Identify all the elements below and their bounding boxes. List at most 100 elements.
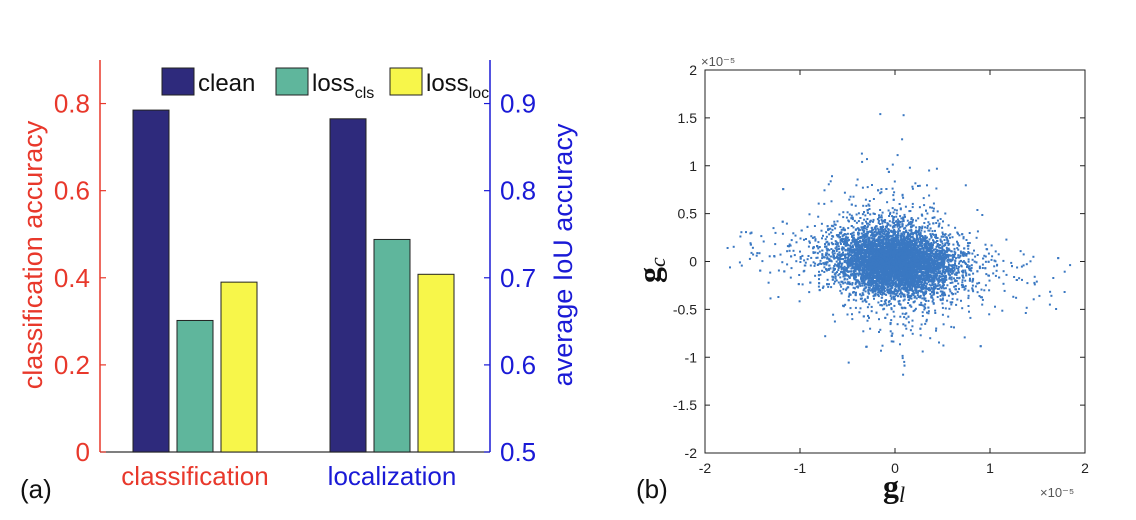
scatter-point (889, 272, 892, 275)
scatter-point (923, 222, 926, 224)
scatter-point (925, 251, 928, 253)
scatter-point (893, 180, 896, 183)
scatter-point (903, 306, 906, 309)
scatter-point (954, 259, 957, 262)
scatter-point (834, 263, 837, 266)
scatter-point (937, 269, 940, 271)
scatter-point (936, 288, 939, 290)
scatter-point (762, 240, 765, 243)
scatter-point (903, 281, 906, 284)
scatter-point (906, 219, 909, 222)
scatter-point (902, 114, 905, 117)
scatter-point (840, 264, 843, 266)
scatter-point (903, 231, 906, 234)
scatter-point (924, 268, 927, 270)
scatter-point (911, 288, 914, 291)
scatter-point (839, 283, 842, 286)
scatter-point (852, 298, 855, 301)
scatter-point (981, 296, 983, 299)
scatter-point (927, 221, 930, 224)
scatter-point (879, 226, 882, 228)
scatter-point (921, 350, 924, 353)
scatter-point (1063, 270, 1066, 273)
scatter-point (945, 265, 947, 268)
scatter-point (843, 239, 846, 242)
scatter-point (923, 281, 926, 284)
scatter-point (877, 286, 879, 289)
scatter-point (897, 283, 900, 286)
scatter-point (886, 285, 889, 288)
scatter-point (994, 305, 996, 308)
scatter-point (905, 317, 908, 320)
scatter-point (897, 243, 900, 246)
scatter-point (941, 293, 943, 296)
scatter-point (950, 303, 953, 306)
scatter-point (913, 309, 916, 312)
scatter-point (861, 240, 864, 243)
scatter-point (976, 291, 979, 294)
scatter-point (868, 230, 871, 233)
scatter-point (861, 282, 864, 285)
scatter-point (970, 267, 973, 269)
scatter-point (1038, 294, 1041, 297)
scatter-point (929, 284, 932, 287)
scatter-point (812, 261, 815, 264)
scatter-point (862, 242, 865, 245)
scatter-point (934, 229, 936, 232)
scatter-point (884, 287, 887, 290)
scatter-point (900, 237, 903, 239)
scatter-point (946, 299, 949, 302)
scatter-point (861, 213, 864, 216)
scatter-point (872, 198, 875, 200)
scatter-point (841, 280, 844, 283)
scatter-point (909, 278, 912, 281)
scatter-point (953, 285, 956, 288)
scatter-point (887, 209, 890, 212)
scatter-point (889, 234, 892, 237)
scatter-point (990, 258, 993, 261)
scatter-point (837, 269, 840, 272)
scatter-point (962, 236, 965, 239)
scatter-point (944, 287, 947, 290)
scatter-point (893, 281, 896, 284)
scatter-point (856, 227, 859, 230)
scatter-point (951, 236, 954, 239)
scatter-point (890, 296, 893, 299)
scatter-point (922, 285, 925, 288)
scatter-point (839, 255, 842, 258)
scatter-point (967, 266, 970, 269)
scatter-point (911, 242, 914, 245)
scatter-point (1024, 312, 1027, 314)
scatter-point (981, 298, 984, 301)
scatter-point (902, 239, 905, 242)
scatter-point (799, 261, 802, 263)
scatter-point (861, 254, 864, 257)
scatter-point (873, 238, 876, 241)
scatter-point (935, 329, 937, 332)
scatter-point (933, 278, 936, 281)
scatter-point (821, 253, 824, 256)
scatter-point (901, 270, 904, 272)
scatter-point (834, 243, 837, 246)
scatter-point (951, 266, 954, 269)
scatter-point (828, 233, 831, 236)
scatter-point (910, 226, 913, 228)
scatter-point (870, 260, 873, 263)
scatter-point (956, 242, 959, 245)
scatter-point (940, 258, 943, 261)
scatter-point (872, 280, 875, 283)
scatter-point (957, 265, 960, 268)
scatter-point (1013, 276, 1016, 278)
scatter-point (860, 152, 863, 155)
scatter-point (893, 295, 896, 298)
scatter-point (878, 223, 881, 225)
scatter-point (816, 252, 819, 255)
scatter-point (868, 208, 871, 210)
scatter-point (967, 258, 970, 261)
scatter-point (851, 216, 854, 219)
scatter-point (899, 295, 902, 298)
scatter-point (867, 269, 870, 272)
scatter-point (902, 261, 905, 264)
scatter-point (843, 265, 846, 268)
scatter-point (973, 260, 976, 263)
